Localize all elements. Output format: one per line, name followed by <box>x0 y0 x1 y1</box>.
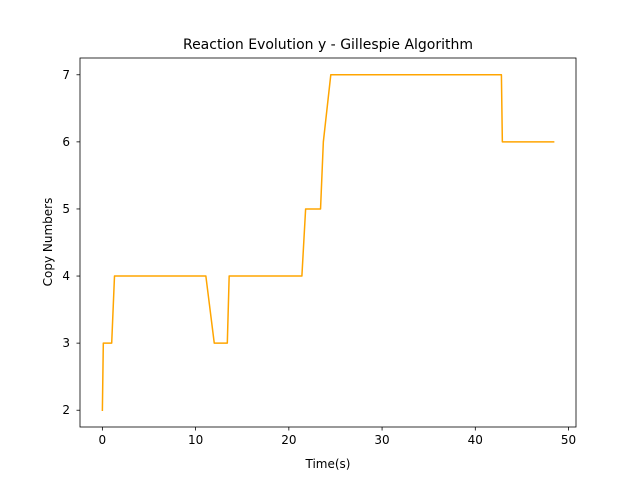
y-tick-label: 4 <box>62 269 70 283</box>
y-axis-label: Copy Numbers <box>41 198 55 287</box>
x-tick-label: 20 <box>281 433 296 447</box>
y-tick-label: 7 <box>62 68 70 82</box>
x-tick-label: 50 <box>561 433 576 447</box>
axes-layer: 0 10 20 30 40 50 2 3 4 5 6 7 <box>62 57 577 447</box>
y-tick-label: 6 <box>62 135 70 149</box>
plot-frame <box>79 57 577 428</box>
x-axis-label: Time(s) <box>305 457 351 471</box>
y-tick-label: 3 <box>62 336 70 350</box>
x-tick-label: 0 <box>99 433 107 447</box>
x-tick-label: 30 <box>374 433 389 447</box>
plot-content <box>101 74 555 411</box>
y-tick-label: 5 <box>62 202 70 216</box>
y-tick-label: 2 <box>62 403 70 417</box>
chart-title: Reaction Evolution y - Gillespie Algorit… <box>183 37 473 53</box>
x-tick-label: 40 <box>468 433 483 447</box>
series-line-0 <box>101 74 555 411</box>
x-tick-label: 10 <box>188 433 203 447</box>
